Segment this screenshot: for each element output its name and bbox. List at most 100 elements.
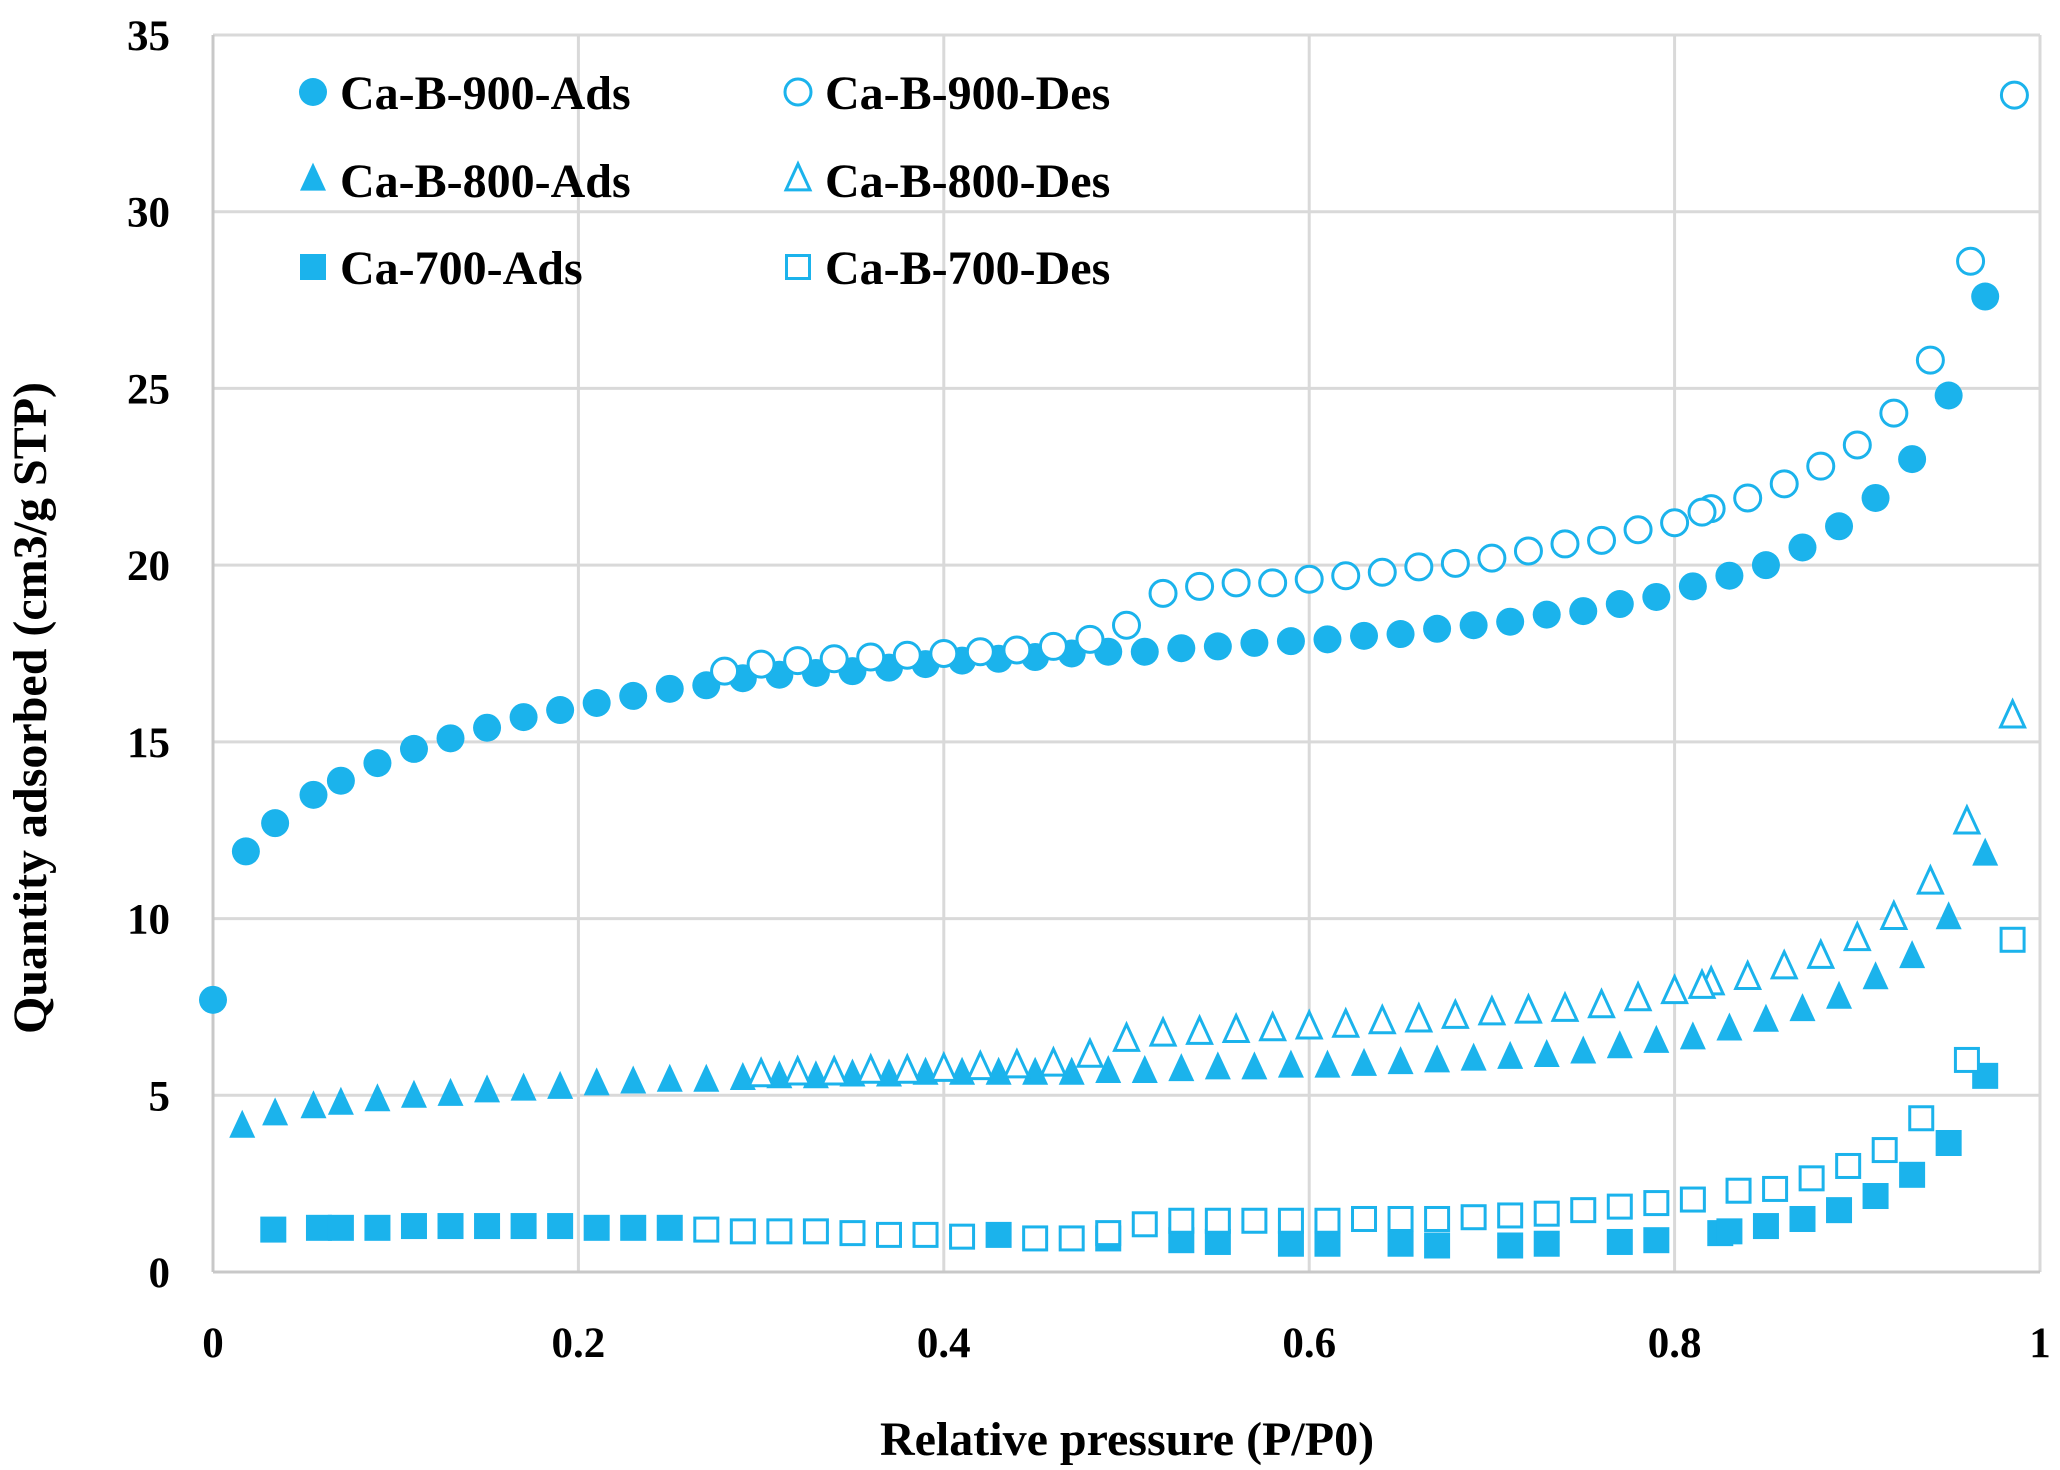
data-point [1131, 1211, 1158, 1238]
data-point [1351, 1205, 1378, 1232]
data-point [1899, 1161, 1926, 1188]
data-point [1716, 1012, 1743, 1041]
data-point [300, 1090, 327, 1119]
data-point [363, 749, 392, 778]
data-point [326, 766, 355, 795]
data-point [1788, 533, 1817, 562]
legend-marker [783, 77, 813, 107]
data-point [364, 1214, 391, 1241]
data-point [1350, 621, 1379, 650]
data-point [474, 1213, 501, 1240]
data-point [1752, 1213, 1779, 1240]
legend-label: Ca-700-Ads [340, 242, 583, 295]
data-point [1532, 600, 1561, 629]
data-point [583, 1214, 610, 1241]
data-point [547, 1070, 574, 1099]
data-point [1605, 590, 1634, 619]
data-point [620, 1065, 647, 1094]
data-point [1112, 610, 1141, 640]
data-point [839, 1220, 866, 1247]
data-point [1972, 837, 1999, 866]
data-point [1999, 80, 2029, 110]
data-point [856, 642, 886, 672]
data-point [1513, 536, 1543, 566]
data-point [819, 644, 849, 674]
data-point [1404, 1001, 1434, 1033]
data-point [1331, 1006, 1361, 1038]
data-point [710, 656, 740, 686]
data-point [1660, 508, 1690, 538]
data-point [1367, 1003, 1397, 1035]
legend-label: Ca-B-900-Des [825, 67, 1110, 120]
data-point [1404, 552, 1434, 582]
gridlines [213, 33, 2042, 1272]
data-point [1387, 1230, 1414, 1257]
legend: Ca-B-900-Ads Ca-B-900-Des Ca-B-800-Ads Ca-B… [299, 67, 1110, 295]
data-point [1871, 1137, 1898, 1164]
data-point [400, 1079, 427, 1108]
data-point [1477, 543, 1507, 573]
data-point [1075, 1036, 1105, 1068]
data-point [1424, 1232, 1451, 1259]
data-point [1953, 1046, 1980, 1073]
y-axis-title: Quantity adsorbed (cm3/g STP) [4, 382, 57, 1034]
data-point [1367, 557, 1397, 587]
data-point [1570, 1035, 1597, 1064]
data-point [1185, 571, 1215, 601]
series-Ca-B-900-Ads [199, 282, 2000, 1014]
data-point [1221, 568, 1251, 598]
series-Ca-B-700-Des [693, 926, 2026, 1252]
data-point [229, 1109, 256, 1138]
legend-label: Ca-B-700-Des [825, 242, 1110, 295]
data-point [1276, 627, 1305, 656]
y-tick-label: 35 [127, 13, 170, 60]
data-point [1623, 515, 1653, 545]
data-point [1687, 497, 1717, 527]
data-point [1351, 1047, 1378, 1076]
data-point [985, 1221, 1012, 1248]
data-point [729, 1218, 756, 1245]
data-point [1002, 635, 1032, 665]
x-axis-title: Relative pressure (P/P0) [880, 1413, 1374, 1466]
data-point [1294, 564, 1324, 594]
data-point [783, 1054, 812, 1086]
data-point [856, 1052, 886, 1084]
data-point [583, 1067, 610, 1096]
data-point [1733, 958, 1763, 991]
data-point [1314, 1230, 1341, 1257]
data-point [819, 1054, 849, 1086]
data-point [912, 1221, 939, 1248]
data-point [1826, 980, 1853, 1009]
data-point [783, 646, 813, 676]
legend-item: Ca-B-800-Des [783, 155, 1110, 208]
y-tick-label: 0 [149, 1250, 171, 1297]
legend-item: Ca-700-Ads [300, 242, 583, 295]
x-tick-label: 0 [202, 1320, 224, 1367]
data-point [1842, 430, 1872, 460]
series-Ca-B-800-Des [746, 697, 2027, 1088]
data-point [1204, 1207, 1231, 1234]
data-point [305, 1214, 332, 1241]
data-point [1095, 1054, 1122, 1083]
data-point [1679, 1021, 1706, 1050]
data-point [1879, 398, 1909, 428]
data-point [766, 1218, 793, 1245]
data-point [546, 696, 575, 725]
data-point [1497, 1232, 1524, 1259]
data-point [1477, 994, 1507, 1026]
data-point [1908, 1105, 1935, 1132]
legend-marker [300, 254, 326, 280]
data-point [437, 1213, 464, 1240]
data-point [1185, 1013, 1214, 1045]
data-point [1898, 445, 1927, 474]
data-point [949, 1223, 976, 1250]
data-point [1916, 863, 1945, 895]
data-point [1660, 973, 1689, 1005]
data-point [656, 1214, 683, 1241]
data-point [1423, 614, 1452, 643]
data-point [1424, 1205, 1451, 1232]
data-point [655, 674, 684, 703]
data-point [1130, 637, 1159, 666]
data-point [1550, 529, 1580, 559]
data-point [1570, 1197, 1597, 1224]
